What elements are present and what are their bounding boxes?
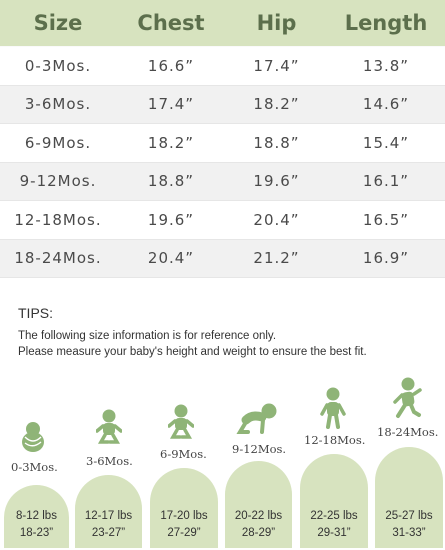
weight-range: 22-25 lbs [310,510,358,522]
weight-range: 17-20 lbs [160,510,208,522]
header-size: Size [0,0,116,47]
swaddled-baby-icon [22,422,44,452]
chest-cell: 18.2” [116,123,226,163]
hip-cell: 18.8” [226,123,327,163]
sitting-baby-icon [96,409,122,444]
stage-label-0-3: 0-3Mos. [11,460,58,474]
stage-measure-12-18: 22-25 lbs 29-31” [300,454,368,548]
height-range: 27-29” [167,527,201,539]
crawling-baby-icon [236,403,277,434]
tips-title: TIPS: [18,305,54,321]
stage-label-12-18: 12-18Mos. [304,433,366,447]
table-row: 12-18Mos. 19.6” 20.4” 16.5” [0,200,445,240]
stage-measure-9-12: 20-22 lbs 28-29” [225,461,292,548]
stage-measure-3-6: 12-17 lbs 23-27” [75,475,142,548]
chest-cell: 20.4” [116,238,226,278]
chest-cell: 19.6” [116,200,226,240]
table-row: 3-6Mos. 17.4” 18.2” 14.6” [0,84,445,124]
stage-label-6-9: 6-9Mos. [160,447,207,461]
header-hip: Hip [226,0,327,47]
stage-label-9-12: 9-12Mos. [232,442,287,456]
standing-toddler-icon [320,387,346,429]
sitting-baby-icon [168,404,194,439]
size-cell: 6-9Mos. [0,123,116,163]
chest-cell: 17.4” [116,84,226,124]
length-cell: 15.4” [327,123,445,163]
height-range: 29-31” [317,527,351,539]
size-cell: 12-18Mos. [0,200,116,240]
length-cell: 16.1” [327,161,445,201]
hip-cell: 21.2” [226,238,327,278]
size-cell: 0-3Mos. [0,46,116,86]
table-header-row: Size Chest Hip Length [0,0,445,47]
hip-cell: 17.4” [226,46,327,86]
table-row: 9-12Mos. 18.8” 19.6” 16.1” [0,161,445,201]
height-range: 23-27” [91,527,126,539]
chest-cell: 18.8” [116,161,226,201]
height-range: 31-33” [392,527,426,539]
weight-range: 8-12 lbs [16,510,57,522]
walking-toddler-icon [393,377,422,418]
length-cell: 14.6” [327,84,445,124]
table-row: 18-24Mos. 20.4” 21.2” 16.9” [0,238,445,278]
weight-range: 20-22 lbs [234,510,283,522]
length-cell: 16.9” [327,238,445,278]
weight-range: 12-17 lbs [84,510,133,522]
stage-label-18-24: 18-24Mos. [377,425,439,439]
tips-line-2: Please measure your baby's height and we… [18,346,367,358]
height-range: 18-23” [19,527,54,539]
stage-measure-6-9: 17-20 lbs 27-29” [150,468,218,548]
length-cell: 13.8” [327,46,445,86]
chest-cell: 16.6” [116,46,226,86]
hip-cell: 20.4” [226,200,327,240]
stage-label-3-6: 3-6Mos. [86,454,133,468]
size-cell: 18-24Mos. [0,238,116,278]
hip-cell: 18.2” [226,84,327,124]
tips-line-1: The following size information is for re… [18,330,277,342]
weight-range: 25-27 lbs [385,510,433,522]
length-cell: 16.5” [327,200,445,240]
size-cell: 9-12Mos. [0,161,116,201]
hip-cell: 19.6” [226,161,327,201]
table-row: 6-9Mos. 18.2” 18.8” 15.4” [0,123,445,163]
size-cell: 3-6Mos. [0,84,116,124]
header-chest: Chest [116,0,226,47]
size-chart-table: Size Chest Hip Length 0-3Mos. 16.6” 17.4… [0,0,445,278]
stage-measure-18-24: 25-27 lbs 31-33” [375,447,443,548]
stage-measure-0-3: 8-12 lbs 18-23” [4,485,69,548]
height-range: 28-29” [241,527,276,539]
table-row: 0-3Mos. 16.6” 17.4” 13.8” [0,46,445,86]
header-length: Length [327,0,445,47]
